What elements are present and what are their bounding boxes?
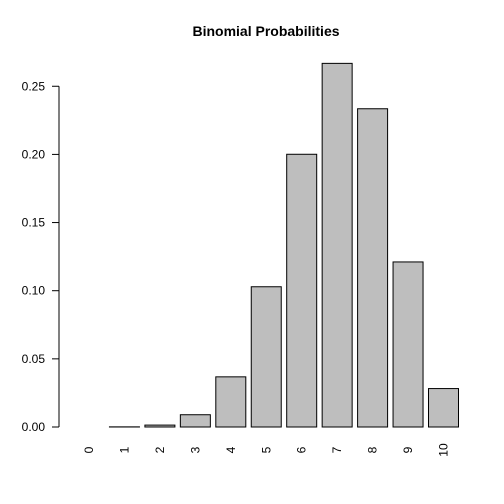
x-tick-label: 2 — [153, 446, 167, 453]
y-tick-label: 0.00 — [22, 420, 46, 434]
x-axis-labels: 0 1 2 3 4 5 6 7 8 9 10 — [82, 443, 451, 457]
x-tick-label: 10 — [437, 443, 451, 457]
bar-10 — [428, 388, 459, 428]
bar-6 — [286, 153, 318, 428]
x-tick-label: 0 — [82, 446, 96, 453]
y-tick-label: 0.05 — [22, 352, 46, 366]
x-tick-label: 6 — [295, 446, 309, 453]
y-tick-label: 0.20 — [22, 147, 46, 161]
x-tick-label: 5 — [259, 446, 273, 453]
x-tick-label: 7 — [330, 446, 344, 453]
x-tick-label: 3 — [188, 446, 202, 453]
bar-5 — [250, 286, 282, 428]
bar-3 — [179, 414, 211, 428]
bar-7 — [321, 62, 353, 428]
bars — [108, 62, 459, 428]
chart-title: Binomial Probabilities — [192, 23, 339, 39]
bar-8 — [357, 108, 389, 428]
y-tick-label: 0.10 — [22, 284, 46, 298]
y-tick-label: 0.15 — [22, 216, 46, 230]
x-tick-label: 1 — [117, 446, 131, 453]
y-axis: 0.00 0.05 0.10 0.15 0.20 0.25 — [22, 79, 60, 434]
x-tick-label: 4 — [224, 446, 238, 453]
x-tick-label: 9 — [401, 446, 415, 453]
bar-9 — [392, 261, 424, 428]
bar-4 — [215, 376, 247, 428]
bar-2 — [144, 424, 176, 428]
x-tick-label: 8 — [366, 446, 380, 453]
y-tick-label: 0.25 — [22, 79, 46, 93]
